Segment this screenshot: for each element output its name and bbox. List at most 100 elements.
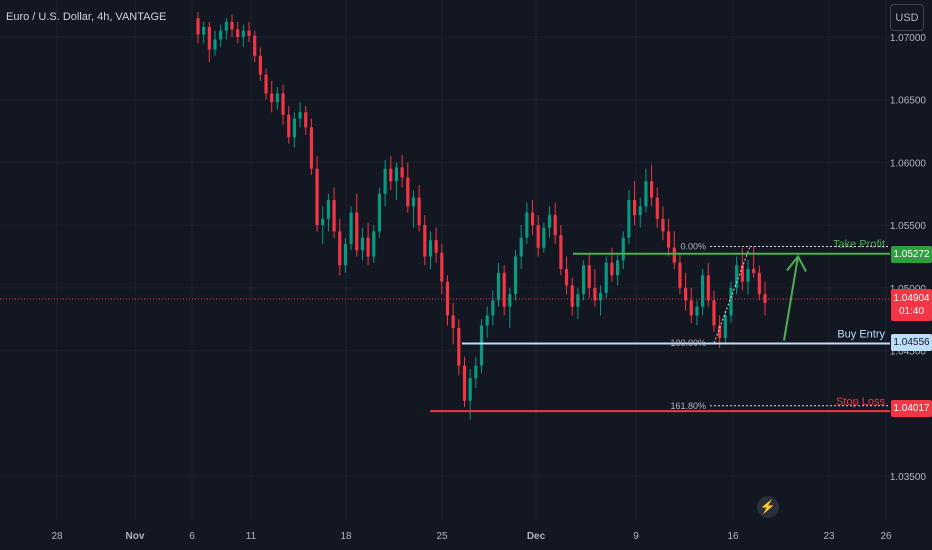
trade-arrow-shaft bbox=[783, 256, 799, 341]
candle-body bbox=[338, 231, 342, 266]
price-tick-label: 1.06500 bbox=[890, 96, 927, 107]
candle-body bbox=[508, 294, 512, 307]
candle-body bbox=[542, 227, 546, 248]
candle-body bbox=[196, 18, 200, 35]
candle-body bbox=[740, 265, 744, 282]
candle-body bbox=[219, 30, 223, 40]
candle-body bbox=[587, 265, 591, 288]
candle-body bbox=[502, 272, 506, 307]
time-tick-label: Dec bbox=[527, 531, 546, 542]
bar-countdown: 01:40 bbox=[898, 306, 925, 317]
candle-body bbox=[292, 118, 296, 138]
annotations: 0.00% 100.00% 161.80% bbox=[670, 241, 888, 411]
candle-body bbox=[661, 218, 665, 232]
candle-body bbox=[496, 272, 501, 301]
candle-body bbox=[224, 21, 228, 31]
candle-body bbox=[593, 287, 597, 301]
time-tick-label: 23 bbox=[823, 531, 835, 542]
candle-body bbox=[281, 93, 285, 115]
candle-body bbox=[604, 262, 608, 293]
time-tick-label: 6 bbox=[189, 531, 195, 542]
candle-body bbox=[462, 365, 467, 401]
candle-body bbox=[202, 26, 206, 35]
fib-level-label: 0.00% bbox=[680, 241, 706, 251]
candle-body bbox=[627, 200, 631, 238]
candle-body bbox=[241, 30, 245, 37]
time-tick-label: 18 bbox=[340, 531, 352, 542]
level-label-stop-loss: Stop Loss bbox=[836, 396, 885, 408]
time-tick-label: Nov bbox=[126, 531, 145, 542]
candle-body bbox=[355, 212, 359, 251]
candle-body bbox=[411, 197, 416, 207]
candle-body bbox=[485, 315, 489, 326]
candle-body bbox=[468, 378, 472, 401]
candle-body bbox=[695, 306, 699, 316]
level-label-buy-entry: Buy Entry bbox=[837, 329, 885, 341]
candle-body bbox=[309, 127, 313, 169]
candle-body bbox=[536, 225, 540, 248]
candle-body bbox=[576, 294, 580, 307]
candle-body bbox=[440, 252, 444, 282]
candle-body bbox=[655, 197, 659, 219]
time-tick-label: 11 bbox=[246, 531, 257, 542]
candlesticks bbox=[196, 11, 767, 420]
candle-body bbox=[581, 265, 586, 295]
candle-body bbox=[360, 237, 365, 251]
time-tick-label: 9 bbox=[633, 531, 639, 542]
candle-body bbox=[451, 315, 455, 328]
trade-arrow-head bbox=[786, 254, 807, 272]
candle-body bbox=[638, 206, 642, 216]
candle-body bbox=[349, 212, 353, 244]
candle-body bbox=[383, 168, 387, 194]
candle-body bbox=[559, 235, 563, 270]
candle-body bbox=[757, 272, 761, 295]
price-tick-label: 1.07000 bbox=[890, 33, 927, 44]
candle-body bbox=[564, 269, 569, 286]
candle-body bbox=[479, 325, 484, 366]
candle-body bbox=[621, 237, 625, 261]
candle-body bbox=[332, 200, 336, 232]
candle-body bbox=[394, 167, 399, 182]
candle-body bbox=[746, 269, 750, 282]
candle-body bbox=[610, 262, 614, 276]
candle-body bbox=[701, 275, 705, 307]
fib-trend-line bbox=[713, 246, 751, 344]
candle-body bbox=[230, 21, 234, 30]
candle-body bbox=[718, 325, 722, 339]
fib-level-label: 100.00% bbox=[670, 338, 706, 348]
candle-body bbox=[689, 300, 693, 316]
candle-body bbox=[632, 200, 637, 216]
chart-title: Euro / U.S. Dollar, 4h, VANTAGE bbox=[6, 11, 167, 23]
candle-body bbox=[547, 215, 552, 228]
buy-entry-price-tag: 1.04556 bbox=[891, 334, 932, 351]
current-price: 1.04904 bbox=[893, 293, 930, 304]
trade-levels[interactable]: Take Profit Buy Entry Stop Loss bbox=[430, 239, 890, 413]
candle-body bbox=[615, 260, 620, 276]
time-axis[interactable]: 28 Nov 6 11 18 25 Dec 9 16 23 26 bbox=[51, 531, 892, 542]
price-tick-label: 1.06000 bbox=[890, 158, 927, 169]
candle-body bbox=[525, 212, 529, 238]
candle-body bbox=[275, 93, 279, 103]
candle-body bbox=[667, 231, 671, 248]
candle-body bbox=[729, 287, 733, 316]
candle-body bbox=[247, 30, 251, 36]
candle-body bbox=[315, 168, 319, 226]
candle-body bbox=[474, 365, 478, 379]
currency-button[interactable]: USD bbox=[890, 4, 924, 31]
candle-body bbox=[321, 218, 325, 226]
lightning-icon[interactable]: ⚡ bbox=[757, 496, 779, 518]
level-label-take-profit: Take Profit bbox=[833, 239, 885, 251]
candle-body bbox=[343, 243, 348, 266]
stop-loss-price-tag: 1.04017 bbox=[891, 400, 932, 417]
candle-body bbox=[735, 265, 739, 288]
candle-body bbox=[304, 112, 308, 128]
candle-body bbox=[672, 247, 676, 263]
candle-body bbox=[712, 300, 716, 326]
candle-body bbox=[264, 74, 268, 94]
current-price-tag: 1.04904 01:40 bbox=[891, 289, 932, 321]
time-tick-label: 26 bbox=[880, 531, 892, 542]
candle-body bbox=[389, 168, 393, 182]
candle-body bbox=[650, 181, 654, 198]
candle-body bbox=[366, 237, 370, 257]
